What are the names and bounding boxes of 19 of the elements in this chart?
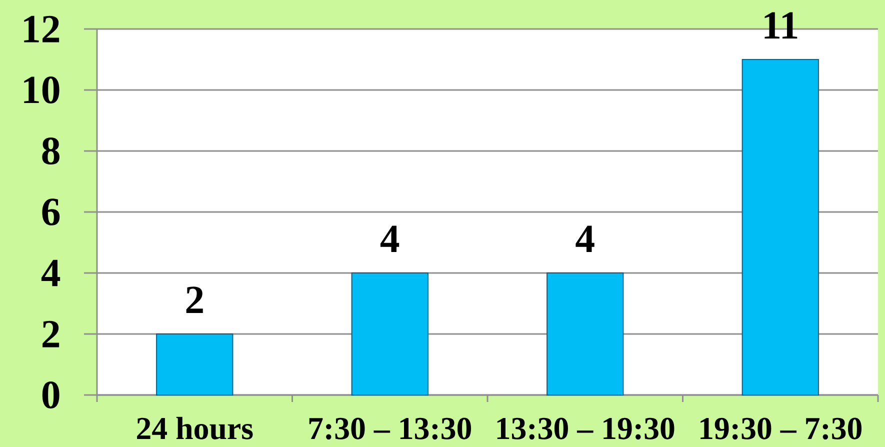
data-label: 4 <box>576 226 594 252</box>
data-label: 4 <box>380 226 400 252</box>
y-tick-label: 2 <box>42 320 60 348</box>
x-tick-label: 19:30 – 7:30 <box>700 418 862 440</box>
y-tick-label: 4 <box>41 260 60 286</box>
bar <box>351 272 428 396</box>
x-tick-label: 7:30 – 13:30 <box>309 418 471 440</box>
x-tick-label: 13:30 – 19:30 <box>497 418 674 440</box>
data-label: 2 <box>186 286 203 313</box>
data-label: 11 <box>764 12 798 38</box>
bar <box>742 58 819 396</box>
y-tick-label: 8 <box>42 138 60 164</box>
y-tick-label: 12 <box>24 16 60 42</box>
y-tick-label: 6 <box>42 198 60 226</box>
y-tick-label: 10 <box>24 76 60 104</box>
bar <box>546 272 624 396</box>
x-tick-label: 24 hours <box>137 416 253 440</box>
y-tick-label: 0 <box>42 382 60 408</box>
bar <box>156 334 234 396</box>
